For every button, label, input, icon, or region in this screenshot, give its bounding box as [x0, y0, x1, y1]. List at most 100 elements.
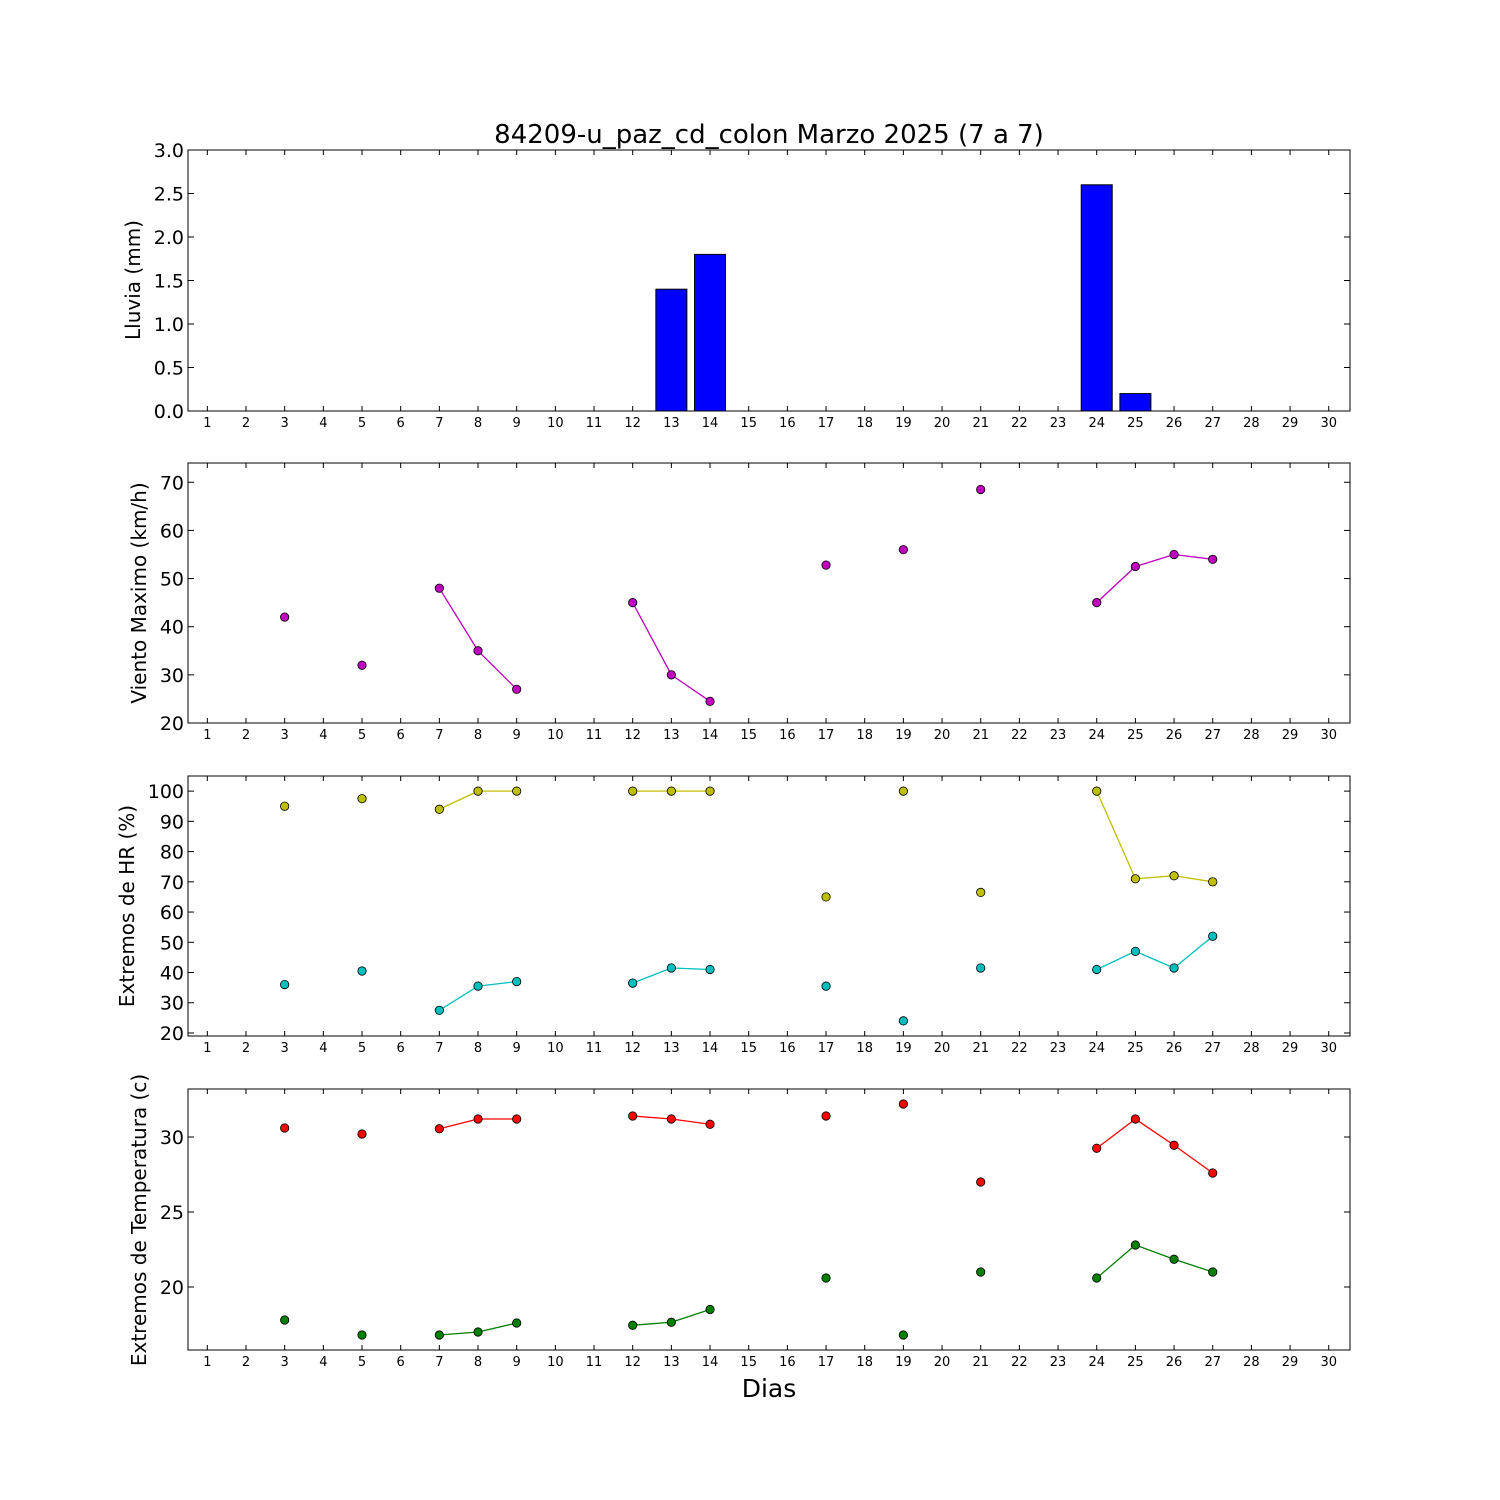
humidity-ytick-label: 20 [160, 1023, 184, 1045]
temperature-series-1-point [280, 1315, 290, 1325]
wind-xtick-label: 29 [1282, 728, 1299, 743]
wind-xtick-label: 21 [972, 728, 989, 743]
wind-plot-frame [187, 462, 1351, 724]
humidity-series-1-segment [439, 985, 479, 1011]
temperature-series-1-point [1130, 1240, 1140, 1250]
humidity-series-0-point [976, 887, 986, 897]
humidity-series-1-point [1092, 964, 1102, 975]
humidity-series-1-point [434, 1005, 444, 1015]
wind-xtick-label: 3 [281, 728, 289, 743]
rain-xtick-label: 30 [1320, 416, 1337, 431]
temperature-xtick-label: 2 [242, 1355, 250, 1370]
humidity-xtick-label: 30 [1320, 1041, 1337, 1056]
wind-series-0-segment [438, 587, 479, 652]
temperature-plot-frame [187, 1088, 1351, 1351]
temperature-xtick-label: 10 [547, 1355, 564, 1370]
temperature-xtick-label: 22 [1011, 1355, 1028, 1370]
wind-xtick-label: 30 [1320, 728, 1337, 743]
humidity-series-0-segment [439, 790, 479, 810]
temperature-xtick-label: 5 [358, 1355, 366, 1370]
temperature-xtick-label: 29 [1282, 1355, 1299, 1370]
humidity-series-0-segment [1173, 875, 1213, 883]
wind-xtick-label: 16 [779, 728, 796, 743]
rain-ytick-label: 0.5 [154, 358, 184, 380]
wind-series-0-point [473, 646, 483, 656]
temperature-y-axis-label: Extremos de Temperatura (c) [127, 1074, 151, 1366]
rain-xtick-label: 11 [586, 416, 603, 431]
temperature-series-0-point [976, 1177, 986, 1187]
humidity-xtick-label: 23 [1050, 1041, 1067, 1056]
wind-xtick-label: 15 [740, 728, 757, 743]
temperature-xtick-label: 30 [1320, 1355, 1337, 1370]
rain-xtick-label: 19 [895, 416, 912, 431]
humidity-series-1-point [1169, 963, 1179, 973]
temperature-series-0-segment [1173, 1144, 1214, 1174]
humidity-series-0-point [1092, 786, 1102, 796]
temperature-series-1-point [976, 1267, 986, 1277]
humidity-xtick-label: 26 [1166, 1041, 1183, 1056]
wind-series-0-point [705, 696, 715, 706]
temperature-xtick-label: 6 [397, 1355, 405, 1370]
humidity-series-1-segment [671, 967, 711, 971]
humidity-ytick-label: 100 [148, 781, 184, 803]
chart-title: 84209-u_paz_cd_colon Marzo 2025 (7 a 7) [494, 120, 1044, 150]
temperature-series-0-point [1208, 1168, 1218, 1178]
humidity-series-1-point [1130, 946, 1140, 956]
rain-xtick-label: 12 [624, 416, 641, 431]
humidity-xtick-label: 4 [319, 1041, 327, 1056]
wind-xtick-label: 22 [1011, 728, 1028, 743]
wind-series-0-point [434, 583, 444, 593]
temperature-xtick-label: 20 [934, 1355, 951, 1370]
temperature-series-1-point [1208, 1267, 1218, 1277]
wind-xtick-label: 27 [1204, 728, 1221, 743]
rain-xtick-label: 8 [474, 416, 482, 431]
temperature-series-0-point [434, 1124, 444, 1134]
humidity-series-1-point [976, 963, 986, 973]
wind-xtick-label: 11 [586, 728, 603, 743]
wind-xtick-label: 19 [895, 728, 912, 743]
rain-xtick-label: 9 [513, 416, 521, 431]
humidity-ytick-label: 60 [160, 902, 184, 924]
rain-bar [655, 288, 688, 412]
temperature-series-1-point [434, 1330, 444, 1340]
temperature-series-0-point [357, 1129, 367, 1139]
temperature-series-0-segment [439, 1118, 479, 1130]
temperature-series-1-point [628, 1320, 638, 1330]
wind-series-0-segment [1135, 553, 1175, 568]
humidity-ytick-label: 80 [160, 842, 184, 864]
temperature-xtick-label: 12 [624, 1355, 641, 1370]
temperature-series-1-segment [632, 1321, 672, 1326]
wind-series-0-segment [632, 602, 672, 676]
temperature-xtick-label: 14 [702, 1355, 719, 1370]
temperature-xtick-label: 4 [319, 1355, 327, 1370]
temperature-series-0-point [628, 1111, 638, 1121]
rain-xtick-label: 17 [818, 416, 835, 431]
wind-series-0-point [666, 670, 676, 680]
humidity-xtick-label: 20 [934, 1041, 951, 1056]
humidity-xtick-label: 5 [358, 1041, 366, 1056]
rain-ytick-label: 1.0 [154, 314, 184, 336]
rain-xtick-label: 6 [397, 416, 405, 431]
temperature-ytick-label: 25 [160, 1202, 184, 1224]
temperature-series-0-point [666, 1114, 676, 1124]
wind-series-0-segment [477, 650, 518, 690]
humidity-xtick-label: 11 [586, 1041, 603, 1056]
wind-ytick-label: 40 [160, 617, 184, 639]
temperature-xtick-label: 13 [663, 1355, 680, 1370]
temperature-xtick-label: 3 [281, 1355, 289, 1370]
temperature-series-1-point [821, 1273, 831, 1283]
wind-y-axis-label: Viento Maximo (km/h) [127, 482, 151, 703]
temperature-series-0-segment [1096, 1118, 1136, 1149]
humidity-series-1-segment [632, 967, 672, 984]
humidity-series-1-point [666, 963, 676, 973]
wind-series-0-point [821, 560, 831, 570]
rain-xtick-label: 4 [319, 416, 327, 431]
humidity-xtick-label: 7 [435, 1041, 443, 1056]
rain-ytick-label: 0.0 [154, 401, 184, 423]
humidity-xtick-label: 1 [203, 1041, 211, 1056]
humidity-ytick-label: 40 [160, 963, 184, 985]
humidity-series-1-point [280, 980, 290, 990]
temperature-series-0-point [821, 1111, 831, 1121]
wind-xtick-label: 4 [319, 728, 327, 743]
